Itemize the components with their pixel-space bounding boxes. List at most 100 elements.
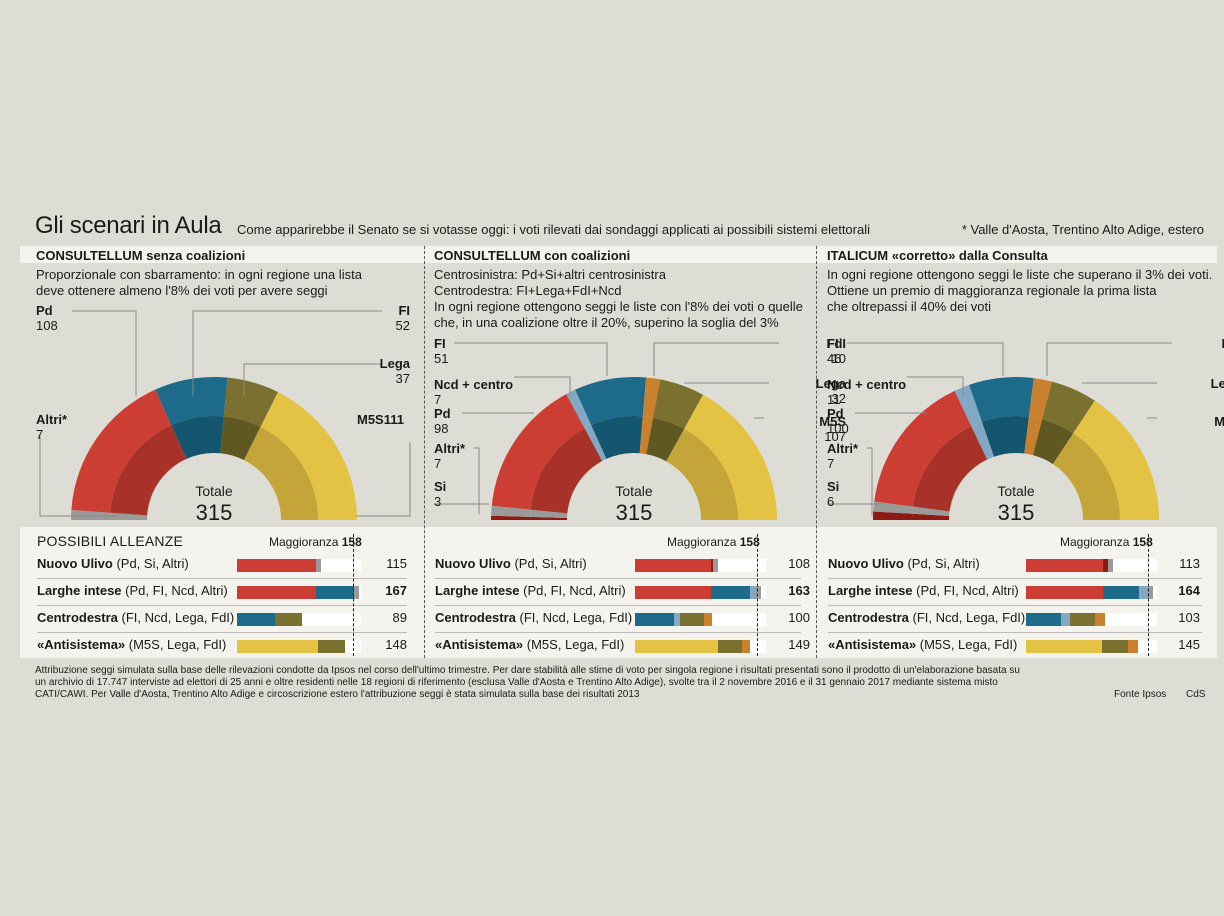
- alliance-bar-segment: [1107, 559, 1114, 572]
- alliance-total: 167: [385, 583, 407, 598]
- leader-line: [243, 363, 382, 396]
- alliance-row: Centrodestra (FI, Ncd, Lega, FdI) 89: [37, 610, 413, 636]
- alliance-bar-segment: [237, 613, 276, 626]
- alliance-bar: [237, 559, 361, 572]
- seat-label-altri: Altri* 7: [827, 441, 859, 471]
- alliance-total: 89: [392, 610, 407, 625]
- alliance-bar-segment: [710, 559, 713, 572]
- alliance-name: Larghe intese (Pd, FI, Ncd, Altri): [435, 583, 626, 598]
- alliance-total: 100: [788, 610, 810, 625]
- seat-arc-lega: [1042, 381, 1095, 434]
- alliance-row: Larghe intese (Pd, FI, Ncd, Altri) 164: [828, 583, 1208, 609]
- seat-arc-pd: [874, 390, 972, 507]
- alliance-name: «Antisistema» (M5S, Lega, FdI): [828, 637, 1018, 652]
- seat-label-si: Si 3: [434, 479, 447, 509]
- page-subtitle: Come apparirebbe il Senato se si votasse…: [237, 222, 870, 237]
- alliance-bar-segment: [712, 559, 719, 572]
- leader-line: [192, 310, 382, 396]
- seat-arc-si: [873, 511, 913, 520]
- seat-hemicycle: [39, 310, 411, 520]
- seat-label-fi: FI 52: [395, 303, 410, 333]
- seat-arc-fi: [575, 377, 647, 426]
- alliance-bar-segment: [1026, 640, 1103, 653]
- credit-label: CdS: [1186, 689, 1206, 700]
- alliance-bar-segment: [1138, 586, 1148, 599]
- leader-line: [653, 342, 779, 376]
- alliance-bar-segment: [275, 613, 303, 626]
- alliance-row: Centrodestra (FI, Ncd, Lega, FdI) 103: [828, 610, 1208, 636]
- seat-label-fdi: FdI 10: [826, 336, 847, 366]
- alliance-bar-segment: [1127, 640, 1138, 653]
- alliance-row: Nuovo Ulivo (Pd, Si, Altri) 108: [435, 556, 810, 582]
- panel-title-band: [20, 246, 1217, 263]
- seat-arc-inner-lega: [220, 416, 261, 461]
- alliance-row: Nuovo Ulivo (Pd, Si, Altri) 115: [37, 556, 413, 582]
- alliance-bar-segment: [674, 613, 680, 626]
- seat-arc-inner-m5s: [1052, 433, 1120, 520]
- seat-arc-inner-altri: [110, 512, 148, 520]
- alliance-bar-segment: [755, 586, 761, 599]
- seat-label-pd: Pd 100: [827, 406, 849, 436]
- alliance-row: Larghe intese (Pd, FI, Ncd, Altri) 163: [435, 583, 810, 609]
- alliance-bar: [237, 640, 361, 653]
- alliance-bar-segment: [1103, 559, 1108, 572]
- row-divider: [37, 578, 407, 579]
- chart-panel-2: CONSULTELLUM con coalizioni Centrosinistr…: [434, 246, 846, 658]
- seat-label-lega: Lega 32: [815, 376, 846, 406]
- seat-arc-inner-altri: [912, 506, 950, 516]
- alliance-name: Nuovo Ulivo (Pd, Si, Altri): [828, 556, 980, 571]
- seat-hemicycle: [827, 342, 1172, 520]
- seat-arc-inner-si: [530, 516, 568, 520]
- chart-description: Proporzionale con sbarramento: in ogni r…: [36, 267, 362, 298]
- seat-arc-inner-si: [912, 513, 950, 520]
- seat-arc-si: [491, 515, 531, 520]
- row-divider: [435, 632, 801, 633]
- majority-line: [756, 534, 758, 656]
- seat-arc-m5s: [260, 392, 357, 520]
- seat-arc-inner-fdi: [1024, 416, 1043, 456]
- alliance-bar-segment: [1103, 586, 1139, 599]
- leader-line: [867, 447, 873, 516]
- alliance-row: Larghe intese (Pd, FI, Ncd, Altri) 167: [37, 583, 413, 609]
- alliance-bar-segment: [1095, 613, 1106, 626]
- seat-arc-lega: [223, 377, 278, 427]
- alliance-bar-segment: [1026, 613, 1062, 626]
- alliance-bar-segment: [354, 586, 360, 599]
- alliance-bar-segment: [1061, 613, 1070, 626]
- alliance-bar: [1026, 640, 1157, 653]
- seat-arc-inner-m5s: [243, 426, 318, 520]
- leader-line: [356, 442, 411, 517]
- leader-line: [474, 447, 480, 514]
- seat-arc-inner-altri: [530, 509, 568, 518]
- alliance-total: 113: [1179, 556, 1200, 571]
- chart-description: Centrosinistra: Pd+Si+altri centrosinist…: [434, 267, 803, 330]
- alliances-title: POSSIBILI ALLEANZE: [37, 533, 183, 549]
- chart-title: CONSULTELLUM senza coalizioni: [36, 248, 246, 263]
- row-divider: [37, 632, 407, 633]
- alliance-bar-segment: [749, 586, 756, 599]
- alliance-row: «Antisistema» (M5S, Lega, FdI) 149: [435, 637, 810, 663]
- majority-label: Maggioranza 158: [667, 535, 760, 549]
- alliance-bar-segment: [635, 613, 675, 626]
- total-value: 315: [615, 500, 653, 525]
- alliance-bar-segment: [635, 586, 711, 599]
- seat-arc-inner-lega: [646, 417, 685, 462]
- row-divider: [435, 605, 801, 606]
- source-label: Fonte Ipsos: [1114, 689, 1167, 700]
- alliance-bar-segment: [237, 559, 316, 572]
- seat-label-fdi: FdI13: [1222, 336, 1224, 366]
- total-value: 315: [195, 500, 233, 525]
- alliance-bar-segment: [318, 640, 346, 653]
- alliance-bar: [237, 586, 361, 599]
- seat-label-pd: Pd 98: [434, 406, 451, 436]
- page-title: Gli scenari in Aula: [35, 212, 222, 239]
- seat-arc-ncd-centro: [566, 389, 592, 429]
- seat-hemicycle: [434, 342, 779, 520]
- seat-label-altri: Altri* 7: [434, 441, 466, 471]
- chart-title: ITALICUM «corretto» dalla Consulta: [827, 248, 1048, 263]
- alliance-bar-segment: [1026, 586, 1104, 599]
- leader-line: [514, 376, 571, 396]
- row-divider: [828, 605, 1202, 606]
- seat-arc-pd: [491, 394, 585, 510]
- seat-label-m5s: M5S 107: [819, 414, 846, 444]
